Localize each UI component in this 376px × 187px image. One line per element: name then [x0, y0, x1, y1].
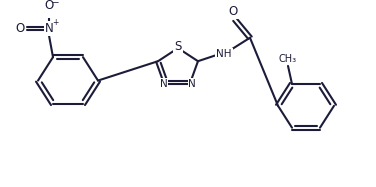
Text: N: N	[188, 79, 196, 89]
Text: S: S	[174, 40, 182, 53]
Text: N: N	[160, 79, 168, 89]
Text: −: −	[51, 0, 59, 7]
Text: O: O	[44, 0, 54, 12]
Text: N: N	[45, 22, 53, 35]
Text: CH₃: CH₃	[279, 54, 297, 64]
Text: O: O	[15, 22, 24, 35]
Text: +: +	[52, 18, 58, 27]
Text: O: O	[228, 5, 238, 18]
Text: NH: NH	[216, 49, 232, 59]
